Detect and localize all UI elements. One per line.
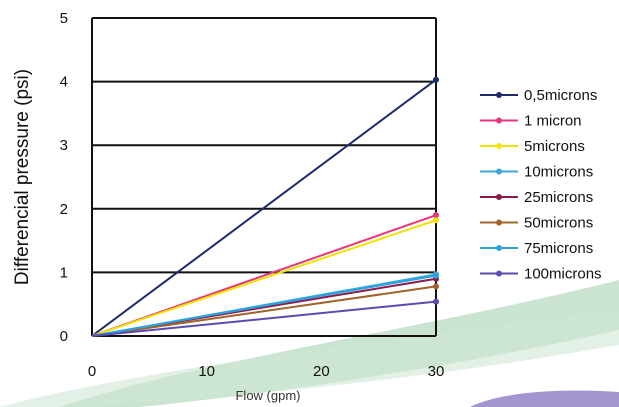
legend-marker-8 — [496, 270, 502, 277]
series-line-6 — [91, 285, 437, 337]
legend-marker-3 — [496, 143, 502, 149]
legend-label-7: 75microns — [524, 240, 593, 257]
gridlines — [92, 17, 436, 274]
series-lines — [91, 76, 439, 337]
legend-label-2: 1 micron — [524, 113, 582, 130]
legend-label-3: 5microns — [524, 138, 585, 155]
legend-marker-6 — [496, 219, 502, 226]
series-point-7-1 — [433, 272, 439, 279]
y-axis-label: Differencial pressure (psi) — [12, 69, 33, 285]
legend-marker-2 — [496, 117, 502, 124]
series-point-3-1 — [433, 217, 439, 224]
x-axis-label: Flow (gpm) — [235, 388, 300, 403]
series-point-8-1 — [433, 298, 439, 305]
legend-label-5: 25microns — [524, 189, 593, 206]
y-tick-label-1: 1 — [60, 264, 68, 281]
series-line-7 — [91, 274, 437, 337]
legend-marker-7 — [496, 245, 502, 251]
series-line-1 — [91, 78, 437, 337]
legend-label-6: 50microns — [524, 215, 593, 232]
y-tick-label-5: 5 — [60, 10, 68, 27]
x-tick-labels: 0 10 20 30 — [88, 363, 445, 380]
legend-marker-4 — [496, 168, 502, 175]
legend-label-8: 100microns — [524, 266, 602, 283]
legend: 0,5microns 1 micron 5microns 10microns 25mic… — [480, 87, 602, 283]
background-decoration — [0, 280, 619, 407]
series-point-1-1 — [433, 76, 439, 83]
y-tick-label-2: 2 — [60, 201, 68, 218]
legend-marker-5 — [496, 194, 502, 200]
y-tick-labels: 0 1 2 3 4 5 — [60, 10, 68, 345]
series-line-8 — [91, 300, 437, 337]
series-point-2-1 — [433, 212, 439, 219]
series-point-6-1 — [433, 283, 439, 290]
legend-marker-1 — [496, 92, 502, 98]
legend-label-1: 0,5microns — [524, 87, 597, 104]
series-line-3 — [91, 219, 437, 337]
x-tick-label-0: 0 — [88, 363, 96, 380]
x-tick-label-20: 20 — [313, 363, 330, 380]
x-tick-label-30: 30 — [428, 363, 445, 380]
y-tick-label-3: 3 — [60, 137, 68, 154]
legend-label-4: 10microns — [524, 164, 593, 181]
y-tick-label-4: 4 — [60, 74, 68, 91]
x-tick-label-10: 10 — [198, 363, 215, 380]
y-tick-label-0: 0 — [60, 328, 68, 345]
